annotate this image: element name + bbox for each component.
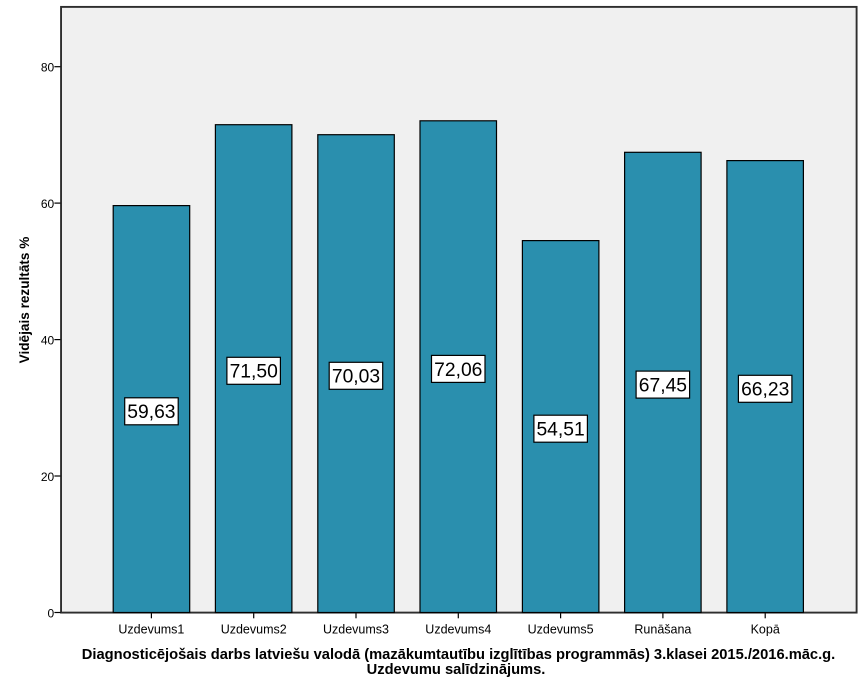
svg-text:Uzdevums4: Uzdevums4 [425, 623, 491, 637]
svg-text:Uzdevums5: Uzdevums5 [528, 623, 594, 637]
svg-text:Kopā: Kopā [751, 623, 780, 637]
svg-text:54,51: 54,51 [536, 420, 584, 441]
svg-text:Uzdevums1: Uzdevums1 [118, 623, 184, 637]
svg-text:20: 20 [41, 470, 55, 484]
svg-text:Vidējais rezultāts %: Vidējais rezultāts % [17, 237, 32, 364]
svg-text:40: 40 [41, 334, 55, 348]
svg-text:Uzdevumu salīdzinājums.: Uzdevumu salīdzinājums. [367, 662, 546, 678]
svg-text:Uzdevums3: Uzdevums3 [323, 623, 389, 637]
svg-text:Diagnosticējošais darbs latvie: Diagnosticējošais darbs latviešu valodā … [82, 647, 835, 663]
svg-text:72,06: 72,06 [434, 360, 482, 381]
svg-text:59,63: 59,63 [127, 402, 175, 423]
svg-text:60: 60 [41, 197, 55, 211]
svg-text:67,45: 67,45 [639, 376, 687, 397]
svg-text:Runāšana: Runāšana [634, 623, 691, 637]
svg-text:80: 80 [41, 61, 55, 75]
svg-text:71,50: 71,50 [230, 362, 278, 383]
svg-text:0: 0 [48, 607, 55, 621]
svg-text:70,03: 70,03 [332, 367, 380, 388]
svg-text:66,23: 66,23 [741, 380, 789, 401]
svg-text:Uzdevums2: Uzdevums2 [221, 623, 287, 637]
